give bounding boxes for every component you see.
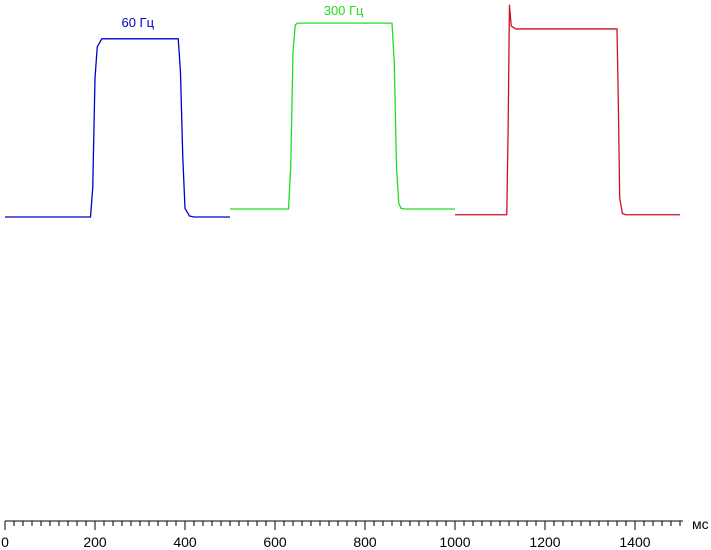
x-tick-label: 1400 xyxy=(619,534,650,550)
x-tick-label: 200 xyxy=(83,534,107,550)
x-axis: 0 200 400 600 800 1000 1200 1400 мс xyxy=(1,516,709,550)
series-lines xyxy=(5,4,680,218)
x-tick-label: 800 xyxy=(353,534,377,550)
series-3-line xyxy=(455,4,680,216)
x-axis-unit-label: мс xyxy=(692,516,709,532)
x-tick-label: 1000 xyxy=(439,534,470,550)
series-2-line xyxy=(230,22,455,210)
x-tick-label: 1200 xyxy=(529,534,560,550)
series-1-label: 60 Гц xyxy=(121,15,154,30)
series-1-line xyxy=(5,38,230,218)
x-tick-label: 0 xyxy=(1,534,9,550)
x-tick-label: 600 xyxy=(263,534,287,550)
series-2-label: 300 Гц xyxy=(324,3,364,18)
x-axis-ticks: 0 200 400 600 800 1000 1200 1400 xyxy=(1,521,681,550)
x-tick-label: 400 xyxy=(173,534,197,550)
